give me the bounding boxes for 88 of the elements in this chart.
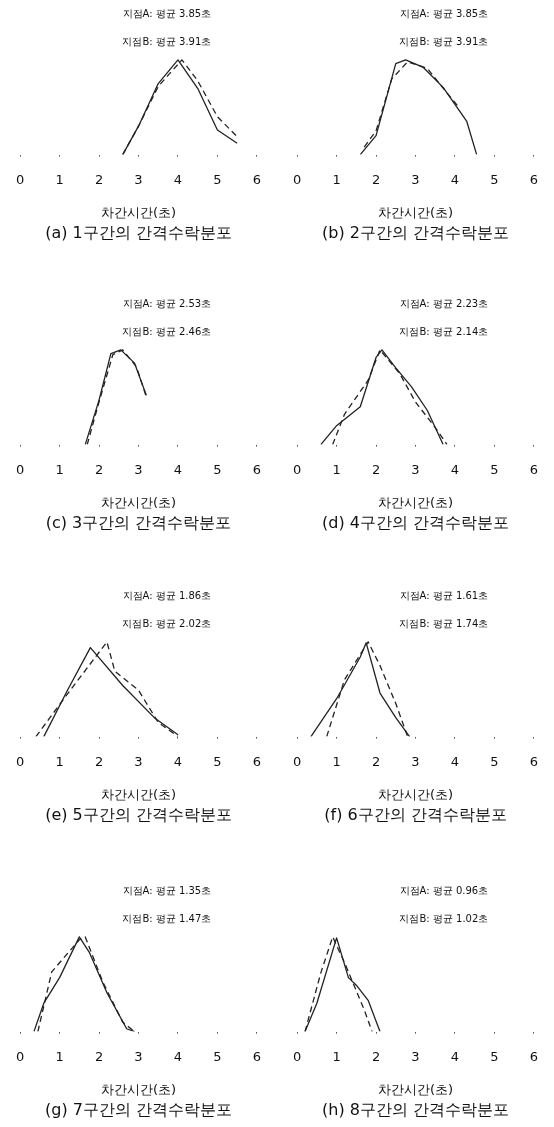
x-tick-label: 1	[55, 461, 64, 477]
text: 지점B: 평균 2.46초	[122, 325, 212, 337]
x-axis-title: 차간시간(초)	[100, 1082, 177, 1098]
x-tick-label: 5	[213, 171, 222, 187]
x-tick-label: 3	[411, 753, 420, 769]
x-tick-label: 2	[371, 461, 381, 477]
x-tick-label: 5	[490, 171, 499, 187]
x-tick-label: 6	[529, 171, 539, 187]
text: 지점B: 평균 1.74초	[399, 617, 489, 629]
x-tick-label: 1	[55, 1048, 64, 1064]
x-axis-title: 차간시간(초)	[100, 205, 177, 221]
text: (g) 7구간의 간격수락분포	[45, 1099, 232, 1119]
x-tick-label: 3	[411, 1048, 420, 1064]
x-tick-label: 0	[292, 171, 302, 187]
text: (b) 2구간의 간격수락분포	[322, 222, 509, 242]
x-tick-label: 5	[213, 1048, 222, 1064]
x-tick-label: 0	[15, 171, 25, 187]
x-tick-label: 6	[252, 171, 262, 187]
text: 지점A: 평균 3.85초	[122, 7, 212, 19]
x-tick-label: 5	[490, 1048, 499, 1064]
x-axis-title: 차간시간(초)	[100, 787, 177, 803]
x-tick-label: 6	[529, 1048, 539, 1064]
x-tick-label: 4	[450, 171, 460, 187]
text: 지점A: 평균 3.85초	[399, 7, 489, 19]
text: 지점A: 평균 1.35초	[122, 884, 212, 896]
x-tick-label: 4	[450, 461, 460, 477]
x-tick-label: 4	[173, 753, 183, 769]
text: 지점B: 평균 3.91초	[122, 35, 212, 47]
text: (a) 1구간의 간격수락분포	[45, 222, 232, 242]
text: 지점A: 평균 1.61초	[399, 589, 489, 601]
text: 지점A: 평균 0.96초	[399, 884, 489, 896]
x-tick-label: 1	[55, 171, 64, 187]
text: (d) 4구간의 간격수락분포	[322, 512, 509, 532]
x-axis-title: 차간시간(초)	[377, 205, 454, 221]
text: 지점A: 평균 2.53초	[122, 297, 212, 309]
x-tick-label: 1	[332, 753, 341, 769]
x-tick-label: 6	[529, 461, 539, 477]
text: 지점A: 평균 1.86초	[122, 589, 212, 601]
x-tick-label: 3	[134, 1048, 143, 1064]
x-tick-label: 4	[450, 753, 460, 769]
text: (h) 8구간의 간격수락분포	[322, 1099, 509, 1119]
x-tick-label: 4	[173, 461, 183, 477]
text: 지점B: 평균 1.02초	[399, 912, 489, 924]
x-tick-label: 2	[94, 461, 104, 477]
x-tick-label: 1	[55, 753, 64, 769]
x-axis-title: 차간시간(초)	[100, 495, 177, 511]
x-tick-label: 0	[15, 461, 25, 477]
text: 지점B: 평균 2.14초	[399, 325, 489, 337]
x-tick-label: 2	[94, 1048, 104, 1064]
x-tick-label: 6	[529, 753, 539, 769]
text: (f) 6구간의 간격수락분포	[324, 804, 507, 824]
x-tick-label: 3	[134, 753, 143, 769]
x-tick-label: 4	[450, 1048, 460, 1064]
x-tick-label: 0	[292, 753, 302, 769]
x-tick-label: 1	[332, 461, 341, 477]
x-tick-label: 4	[173, 1048, 183, 1064]
x-tick-label: 6	[252, 1048, 262, 1064]
x-tick-label: 5	[490, 461, 499, 477]
x-tick-label: 6	[252, 753, 262, 769]
x-tick-label: 4	[173, 171, 183, 187]
x-tick-label: 2	[94, 171, 104, 187]
x-tick-label: 3	[411, 171, 420, 187]
x-tick-label: 3	[411, 461, 420, 477]
x-tick-label: 1	[332, 1048, 341, 1064]
x-tick-label: 5	[213, 461, 222, 477]
x-tick-label: 0	[292, 461, 302, 477]
text: 지점A: 평균 2.23초	[399, 297, 489, 309]
x-axis-title: 차간시간(초)	[377, 787, 454, 803]
x-axis-title: 차간시간(초)	[377, 495, 454, 511]
x-tick-label: 1	[332, 171, 341, 187]
x-tick-label: 2	[371, 753, 381, 769]
text: 지점B: 평균 2.02초	[122, 617, 212, 629]
x-tick-label: 0	[15, 1048, 25, 1064]
x-tick-label: 5	[213, 753, 222, 769]
x-tick-label: 0	[292, 1048, 302, 1064]
x-axis-title: 차간시간(초)	[377, 1082, 454, 1098]
text: 지점B: 평균 1.47초	[122, 912, 212, 924]
text: 지점B: 평균 3.91초	[399, 35, 489, 47]
text: (e) 5구간의 간격수락분포	[45, 804, 232, 824]
x-tick-label: 2	[371, 171, 381, 187]
x-tick-label: 2	[94, 753, 104, 769]
text: (c) 3구간의 간격수락분포	[45, 512, 232, 532]
x-tick-label: 3	[134, 171, 143, 187]
x-tick-label: 5	[490, 753, 499, 769]
x-tick-label: 3	[134, 461, 143, 477]
x-tick-label: 6	[252, 461, 262, 477]
x-tick-label: 2	[371, 1048, 381, 1064]
x-tick-label: 0	[15, 753, 25, 769]
